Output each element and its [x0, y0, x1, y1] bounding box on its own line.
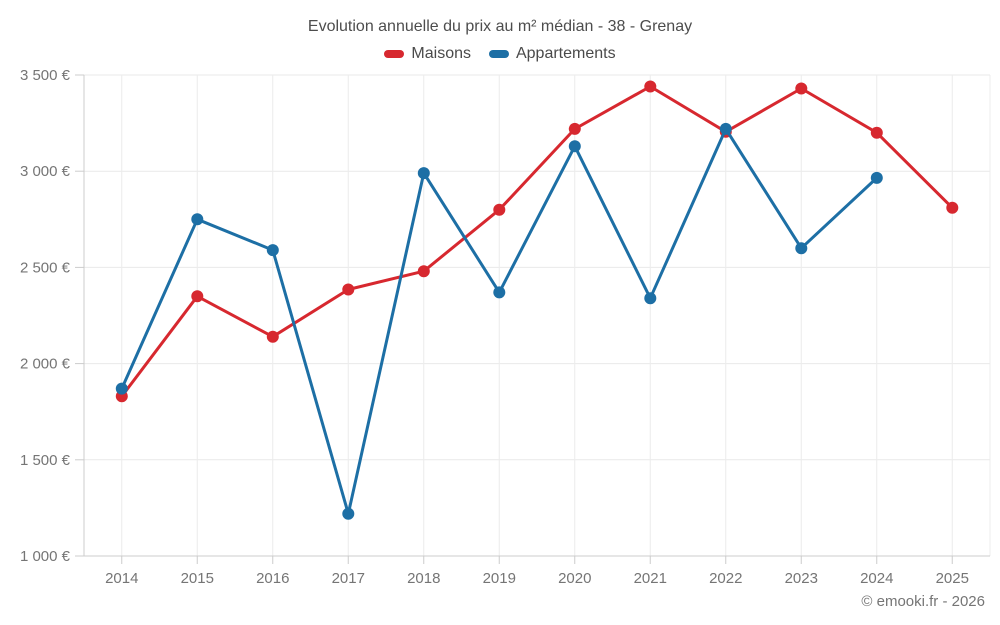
data-point-maisons-2019[interactable] — [493, 203, 506, 216]
x-axis-label: 2017 — [332, 570, 365, 587]
x-axis-label: 2024 — [860, 570, 893, 587]
chart-legend: Maisons Appartements — [0, 45, 1000, 63]
data-point-appartements-2023[interactable] — [795, 242, 808, 255]
x-axis-label: 2021 — [634, 570, 667, 587]
x-axis-label: 2018 — [407, 570, 440, 587]
x-axis-label: 2023 — [785, 570, 818, 587]
legend-item-appartements[interactable]: Appartements — [488, 45, 616, 63]
data-point-maisons-2020[interactable] — [568, 122, 581, 135]
y-axis-label: 1 500 € — [20, 452, 71, 469]
data-point-appartements-2014[interactable] — [115, 382, 128, 395]
data-point-appartements-2016[interactable] — [266, 244, 279, 257]
legend-item-maisons[interactable]: Maisons — [384, 45, 471, 63]
x-axis-label: 2016 — [256, 570, 289, 587]
y-axis-label: 1 000 € — [20, 548, 71, 565]
data-point-appartements-2018[interactable] — [417, 167, 430, 180]
x-axis-label: 2014 — [105, 570, 138, 587]
data-point-appartements-2020[interactable] — [568, 140, 581, 153]
data-point-appartements-2024[interactable] — [870, 171, 883, 184]
legend-swatch-appartements-icon — [488, 50, 509, 58]
legend-label-appartements: Appartements — [515, 45, 616, 62]
data-point-appartements-2019[interactable] — [493, 286, 506, 299]
x-axis-label: 2025 — [936, 570, 969, 587]
y-axis-label: 2 000 € — [20, 356, 71, 373]
data-point-maisons-2017[interactable] — [342, 283, 355, 296]
data-point-maisons-2025[interactable] — [946, 201, 959, 214]
y-axis-label: 3 500 € — [20, 67, 71, 84]
data-point-maisons-2018[interactable] — [417, 265, 430, 278]
data-point-maisons-2015[interactable] — [191, 290, 204, 303]
x-axis-label: 2019 — [483, 570, 516, 587]
y-axis-label: 2 500 € — [20, 259, 71, 276]
legend-swatch-maisons-icon — [384, 50, 405, 58]
legend-label-maisons: Maisons — [411, 45, 471, 62]
data-point-appartements-2021[interactable] — [644, 292, 657, 305]
y-axis-label: 3 000 € — [20, 163, 71, 180]
chart-title: Evolution annuelle du prix au m² médian … — [307, 18, 693, 35]
data-point-maisons-2016[interactable] — [266, 330, 279, 343]
x-axis-label: 2015 — [181, 570, 214, 587]
x-axis-label: 2020 — [558, 570, 591, 587]
data-point-maisons-2021[interactable] — [644, 80, 657, 93]
x-axis-label: 2022 — [709, 570, 742, 587]
series-line-maisons — [120, 85, 954, 398]
data-point-maisons-2023[interactable] — [795, 82, 808, 95]
data-point-appartements-2017[interactable] — [342, 507, 355, 520]
data-point-maisons-2024[interactable] — [870, 126, 883, 139]
attribution-text: © emooki.fr - 2026 — [861, 593, 985, 610]
data-point-appartements-2022[interactable] — [719, 122, 732, 135]
data-point-appartements-2015[interactable] — [191, 213, 204, 226]
